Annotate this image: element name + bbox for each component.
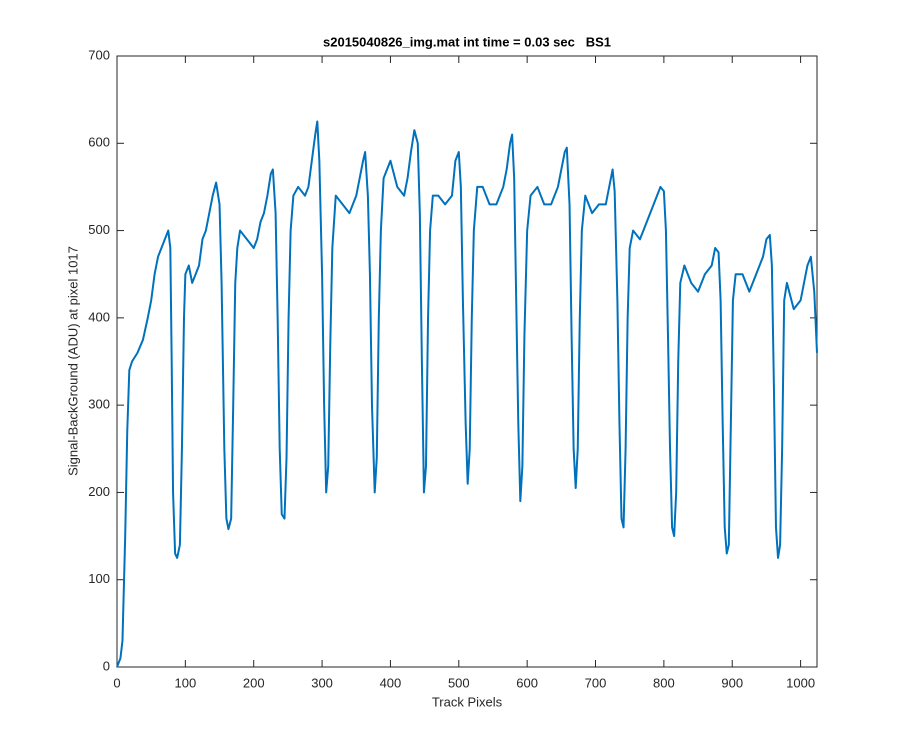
x-tick-label: 900 (721, 675, 743, 690)
x-tick-label: 1000 (786, 675, 815, 690)
y-tick-label: 100 (88, 571, 110, 586)
x-tick-label: 600 (516, 675, 538, 690)
y-tick-label: 500 (88, 222, 110, 237)
line-series (116, 120, 818, 668)
x-tick-label: 700 (585, 675, 607, 690)
x-tick-label: 500 (448, 675, 470, 690)
y-tick-label: 400 (88, 309, 110, 324)
x-tick-label: 400 (380, 675, 402, 690)
x-axis-label: Track Pixels (432, 694, 503, 709)
y-tick-label: 600 (88, 135, 110, 150)
y-tick-label: 200 (88, 484, 110, 499)
y-axis-label: Signal-BackGround (ADU) at pixel 1017 (65, 246, 80, 476)
x-tick-label: 300 (311, 675, 333, 690)
x-tick-label: 0 (113, 675, 120, 690)
x-tick-label: 800 (653, 675, 675, 690)
y-tick-label: 700 (88, 47, 110, 62)
x-tick-label: 100 (175, 675, 197, 690)
chart-title: s2015040826_img.mat int time = 0.03 sec … (323, 34, 611, 49)
x-tick-label: 200 (243, 675, 265, 690)
y-tick-label: 300 (88, 397, 110, 412)
y-tick-label: 0 (103, 658, 110, 673)
